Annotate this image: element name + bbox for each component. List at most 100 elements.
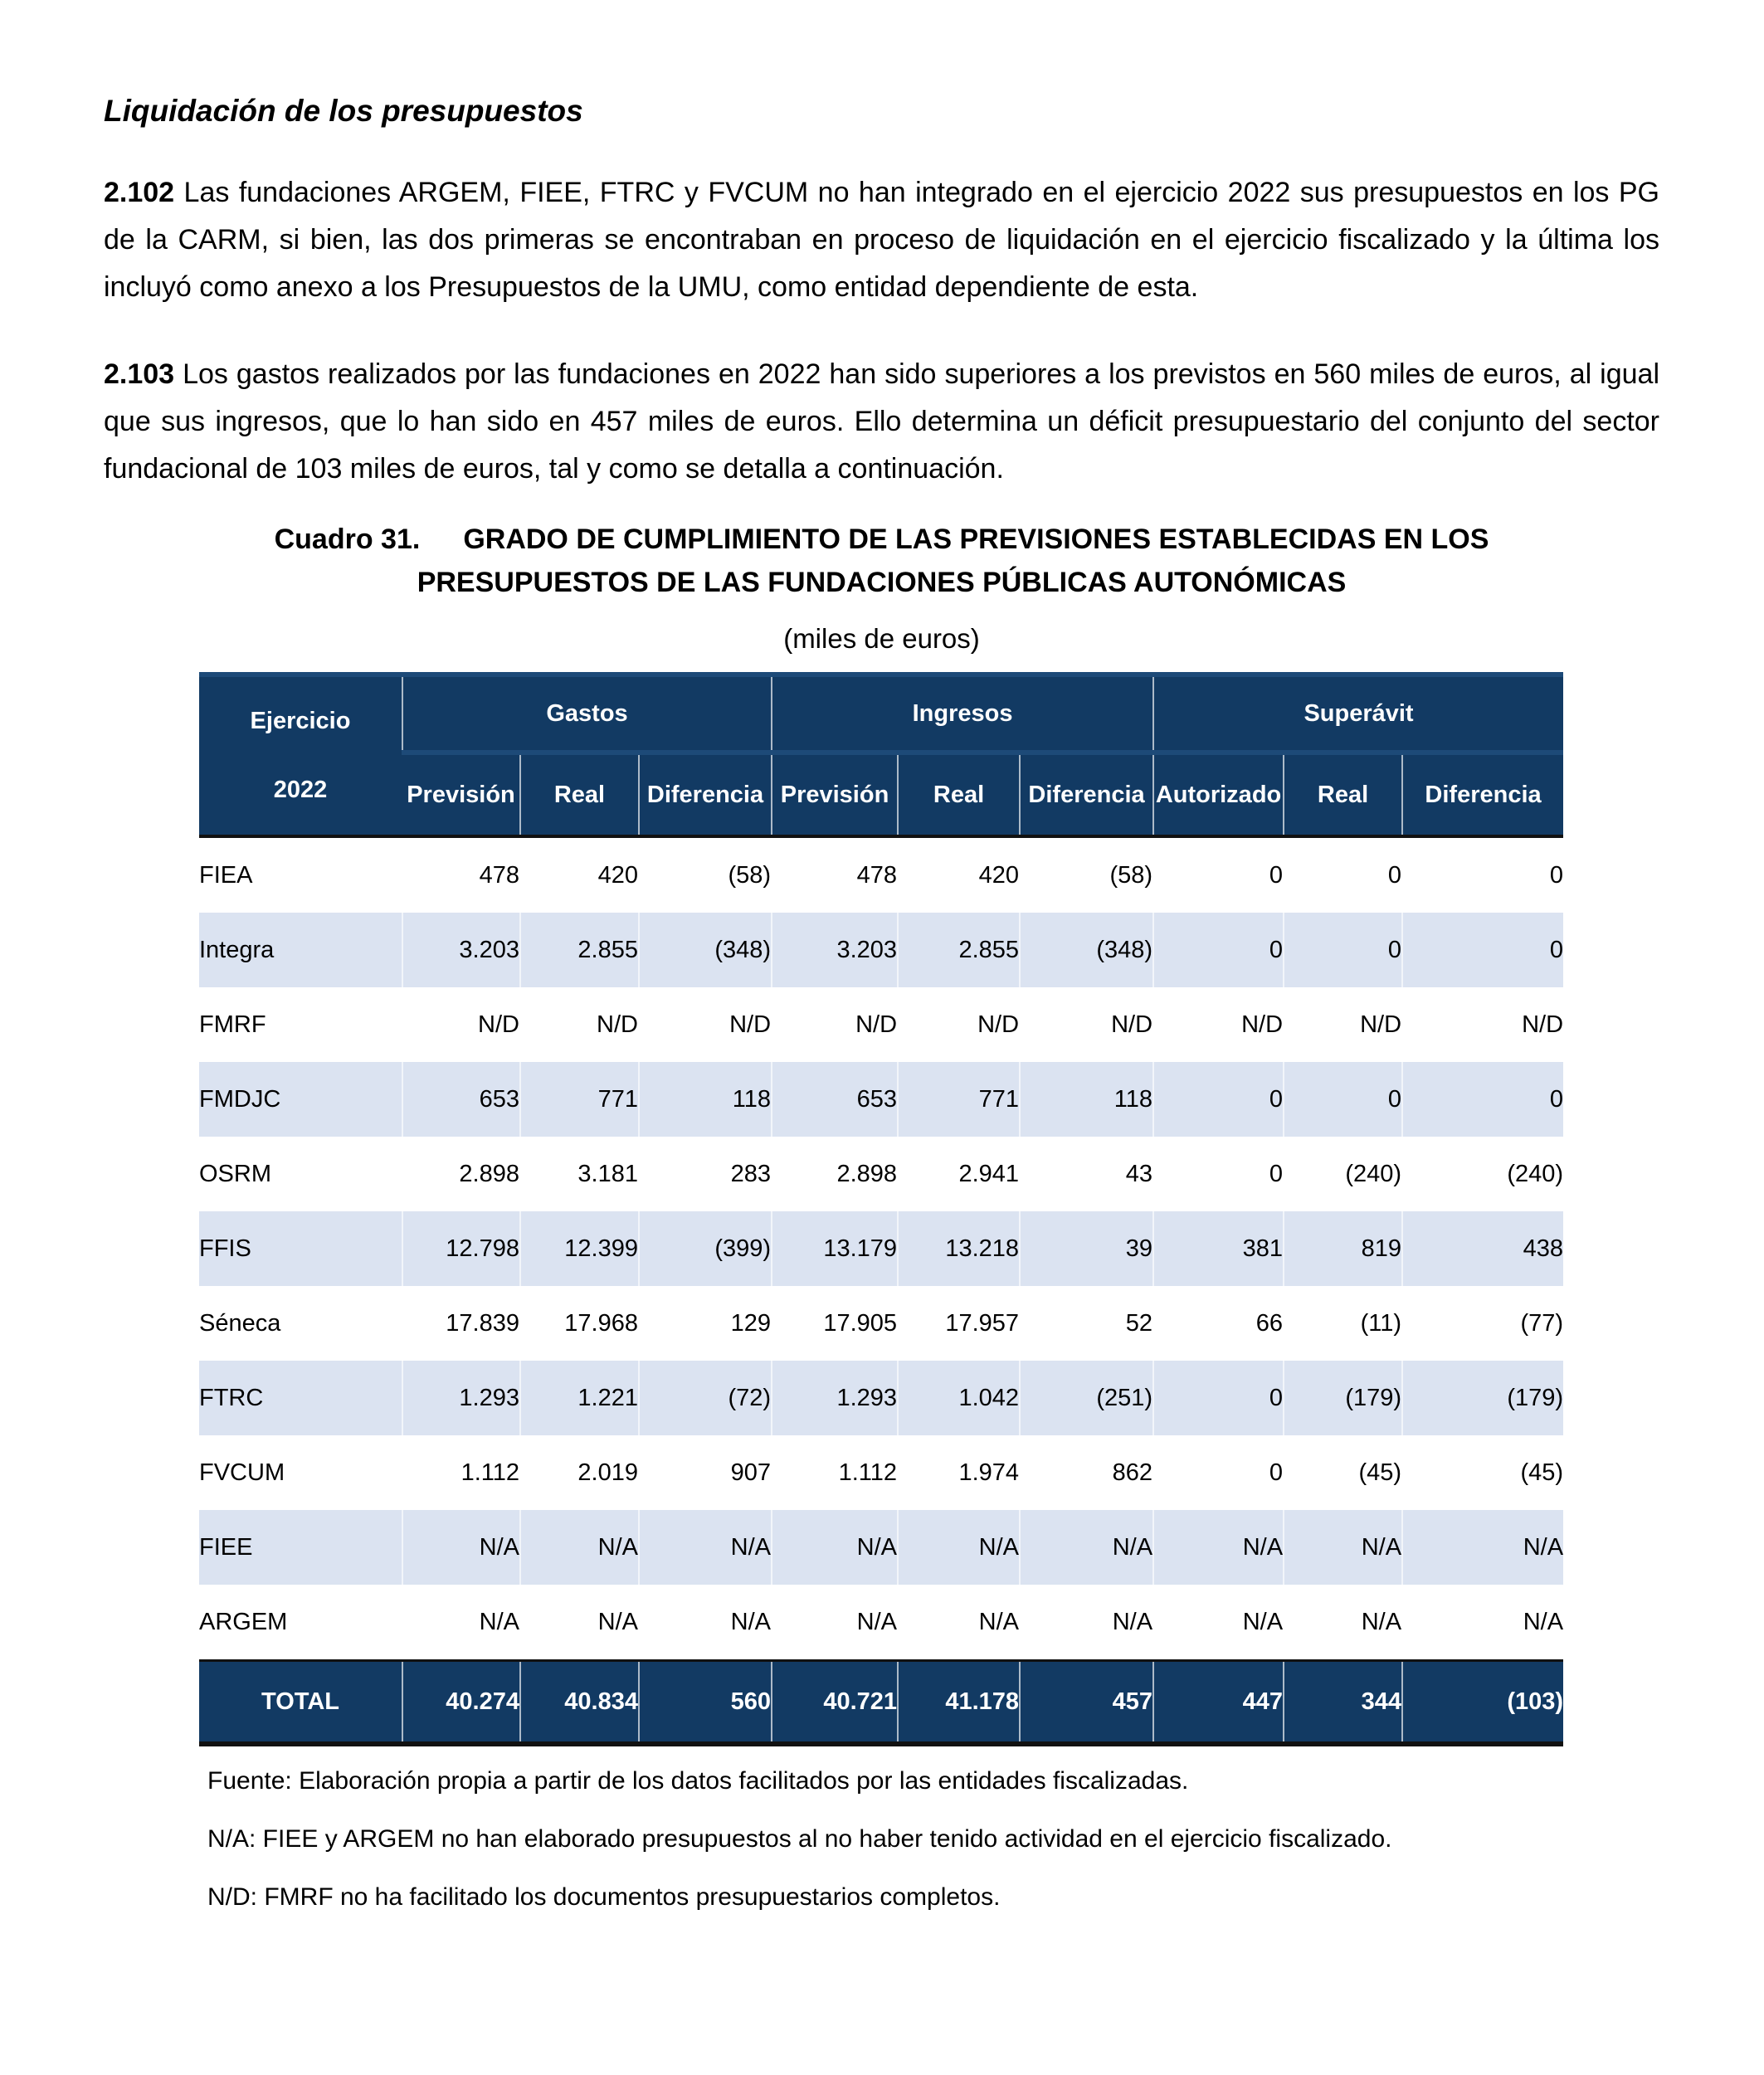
value-cell: 129 bbox=[637, 1286, 772, 1361]
value-cell: (348) bbox=[637, 913, 772, 987]
value-cell: 283 bbox=[637, 1137, 772, 1211]
table-row: FMRF N/D N/D N/D N/D N/D N/D N/D N/D N/D bbox=[199, 987, 1564, 1062]
total-value-cell: 40.834 bbox=[519, 1659, 639, 1746]
total-value-cell: 41.178 bbox=[897, 1659, 1021, 1746]
value-cell: 0 bbox=[1152, 1137, 1284, 1211]
value-cell: N/A bbox=[637, 1585, 772, 1661]
value-cell: 13.179 bbox=[771, 1211, 899, 1286]
column-header: Diferencia bbox=[1401, 750, 1564, 838]
value-cell: 420 bbox=[897, 836, 1021, 913]
value-cell: N/A bbox=[1283, 1585, 1403, 1661]
value-cell: N/D bbox=[897, 987, 1021, 1062]
column-header: Autorizado bbox=[1152, 750, 1284, 838]
value-cell: (58) bbox=[1019, 836, 1154, 913]
total-value-cell: 40.274 bbox=[402, 1659, 520, 1746]
column-header: Real bbox=[1283, 750, 1403, 838]
total-row: TOTAL 40.274 40.834 560 40.721 41.178 457 447 34… bbox=[199, 1659, 1564, 1746]
value-cell: 0 bbox=[1401, 1062, 1564, 1137]
entity-cell: OSRM bbox=[199, 1160, 271, 1187]
table-row: FVCUM 1.112 2.019 907 1.112 1.974 862 0 (45) (45) bbox=[199, 1435, 1564, 1510]
value-cell: 1.293 bbox=[771, 1361, 899, 1435]
value-cell: 118 bbox=[637, 1062, 772, 1137]
value-cell: 771 bbox=[897, 1062, 1021, 1137]
table-caption-line2: PRESUPUESTOS DE LAS FUNDACIONES PÚBLICAS… bbox=[417, 567, 1347, 598]
value-cell: 0 bbox=[1152, 1435, 1284, 1510]
value-cell: N/A bbox=[897, 1585, 1021, 1661]
entity-cell: FVCUM bbox=[199, 1459, 285, 1486]
value-cell: N/A bbox=[402, 1510, 520, 1585]
budget-table-wrapper: Ejercicio 2022 Gastos Ingresos Superávit… bbox=[199, 672, 1564, 1746]
value-cell: 438 bbox=[1401, 1211, 1564, 1286]
entity-cell: FIEA bbox=[199, 861, 253, 889]
value-cell: 17.957 bbox=[897, 1286, 1021, 1361]
value-cell: N/A bbox=[1152, 1585, 1284, 1661]
value-cell: N/D bbox=[402, 987, 520, 1062]
value-cell: (399) bbox=[637, 1211, 772, 1286]
value-cell: 0 bbox=[1152, 913, 1284, 987]
value-cell: 2.898 bbox=[771, 1137, 899, 1211]
entity-cell: FMRF bbox=[199, 1011, 266, 1038]
group-header-superavit: Superávit bbox=[1152, 672, 1564, 754]
value-cell: 2.941 bbox=[897, 1137, 1021, 1211]
units-note: (miles de euros) bbox=[783, 623, 980, 654]
value-cell: N/A bbox=[771, 1585, 899, 1661]
value-cell: 2.898 bbox=[402, 1137, 520, 1211]
total-value-cell: 40.721 bbox=[771, 1659, 899, 1746]
footnote-nd: N/D: FMRF no ha facilitado los documento… bbox=[207, 1883, 1001, 1911]
column-header: Real bbox=[897, 750, 1021, 838]
group-header-ingresos: Ingresos bbox=[771, 672, 1154, 754]
value-cell: 653 bbox=[771, 1062, 899, 1137]
value-cell: 2.019 bbox=[519, 1435, 639, 1510]
value-cell: 1.112 bbox=[402, 1435, 520, 1510]
entity-cell: Séneca bbox=[199, 1309, 281, 1337]
table-row: ARGEM N/A N/A N/A N/A N/A N/A N/A N/A N/A bbox=[199, 1585, 1564, 1661]
entity-cell: ARGEM bbox=[199, 1608, 288, 1635]
value-cell: N/D bbox=[771, 987, 899, 1062]
value-cell: (348) bbox=[1019, 913, 1154, 987]
value-cell: 381 bbox=[1152, 1211, 1284, 1286]
value-cell: 1.221 bbox=[519, 1361, 639, 1435]
value-cell: 17.839 bbox=[402, 1286, 520, 1361]
paragraph-2102: 2.102 Las fundaciones ARGEM, FIEE, FTRC … bbox=[104, 169, 1659, 311]
table-row: FFIS 12.798 12.399 (399) 13.179 13.218 39 381 81… bbox=[199, 1211, 1564, 1286]
value-cell: N/A bbox=[402, 1585, 520, 1661]
value-cell: 0 bbox=[1283, 913, 1403, 987]
table-row: Integra 3.203 2.855 (348) 3.203 2.855 (348) 0 0 0 bbox=[199, 913, 1564, 987]
group-header-row: Ejercicio 2022 Gastos Ingresos Superávit bbox=[199, 672, 1564, 838]
value-cell: N/A bbox=[1019, 1585, 1154, 1661]
value-cell: N/D bbox=[519, 987, 639, 1062]
column-header: Previsión bbox=[771, 750, 899, 838]
value-cell: 420 bbox=[519, 836, 639, 913]
table-row: FTRC 1.293 1.221 (72) 1.293 1.042 (251) 0 (179)(… bbox=[199, 1361, 1564, 1435]
budget-compliance-table: Ejercicio 2022 Gastos Ingresos Superávit… bbox=[199, 672, 1564, 1746]
value-cell: 2.855 bbox=[519, 913, 639, 987]
value-cell: 907 bbox=[637, 1435, 772, 1510]
value-cell: 0 bbox=[1152, 1062, 1284, 1137]
value-cell: 1.974 bbox=[897, 1435, 1021, 1510]
entity-cell: Integra bbox=[199, 913, 402, 987]
column-header: Diferencia bbox=[1019, 750, 1154, 838]
footnote-na: N/A: FIEE y ARGEM no han elaborado presu… bbox=[207, 1825, 1392, 1853]
paragraph-number: 2.103 bbox=[104, 358, 175, 390]
value-cell: N/A bbox=[1152, 1510, 1284, 1585]
value-cell: N/D bbox=[1283, 987, 1403, 1062]
value-cell: 39 bbox=[1019, 1211, 1154, 1286]
value-cell: 17.968 bbox=[519, 1286, 639, 1361]
value-cell: N/D bbox=[1152, 987, 1284, 1062]
entity-cell: FFIS bbox=[199, 1211, 402, 1286]
value-cell: (77) bbox=[1401, 1286, 1564, 1361]
value-cell: N/D bbox=[637, 987, 772, 1062]
value-cell: 2.855 bbox=[897, 913, 1021, 987]
value-cell: (240) bbox=[1401, 1137, 1564, 1211]
footnotes: Fuente: Elaboración propia a partir de l… bbox=[207, 1765, 1659, 1914]
value-cell: (45) bbox=[1401, 1435, 1564, 1510]
value-cell: 1.112 bbox=[771, 1435, 899, 1510]
value-cell: 12.798 bbox=[402, 1211, 520, 1286]
value-cell: N/A bbox=[1283, 1510, 1403, 1585]
value-cell: N/D bbox=[1019, 987, 1154, 1062]
value-cell: N/A bbox=[897, 1510, 1021, 1585]
footnote-source: Fuente: Elaboración propia a partir de l… bbox=[207, 1767, 1189, 1795]
value-cell: N/A bbox=[1401, 1510, 1564, 1585]
value-cell: (58) bbox=[637, 836, 772, 913]
entity-cell: FMDJC bbox=[199, 1062, 402, 1137]
